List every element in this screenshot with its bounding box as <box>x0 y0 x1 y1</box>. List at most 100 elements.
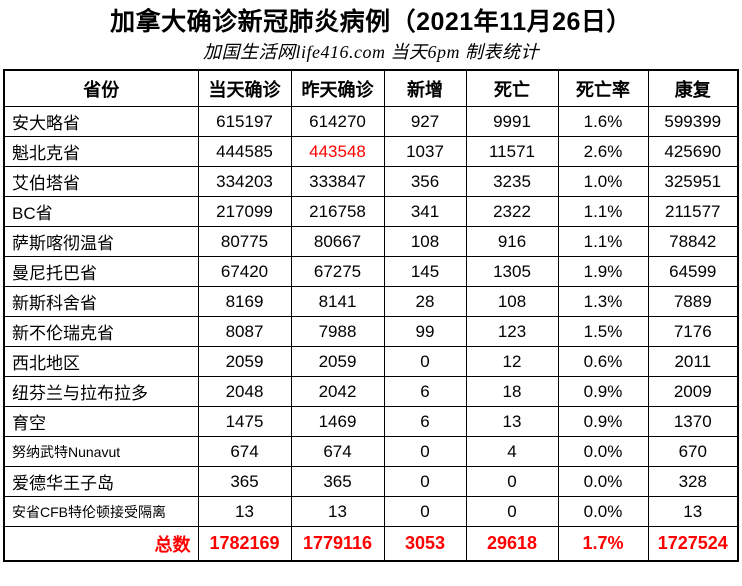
value-cell: 356 <box>383 166 467 197</box>
value-cell: 670 <box>647 436 739 467</box>
value-cell: 0 <box>465 496 559 527</box>
province-name-cell: 努纳武特Nunavut <box>3 436 199 467</box>
value-cell: 0 <box>383 436 467 467</box>
total-label-cell: 总数 <box>3 526 199 562</box>
column-header-3: 新增 <box>383 69 467 107</box>
province-name-cell: 安大略省 <box>3 106 199 137</box>
value-cell: 7176 <box>647 316 739 347</box>
value-cell: 1037 <box>383 136 467 167</box>
value-cell: 341 <box>383 196 467 227</box>
value-cell: 13 <box>647 496 739 527</box>
value-cell: 916 <box>465 226 559 257</box>
table-row-7: 新不伦瑞克省 8087 7988 99 123 1.5% 7176 <box>3 316 739 347</box>
total-value-cell: 1727524 <box>647 526 739 562</box>
province-name-cell: 纽芬兰与拉布拉多 <box>3 376 199 407</box>
table-header-row: 省份 当天确诊 昨天确诊 新增 死亡 死亡率 康复 <box>3 69 739 107</box>
province-name-cell: 新不伦瑞克省 <box>3 316 199 347</box>
total-value-cell: 29618 <box>465 526 559 562</box>
value-cell: 7889 <box>647 286 739 317</box>
table-row-10: 育空 1475 1469 6 13 0.9% 1370 <box>3 406 739 437</box>
value-cell: 0 <box>465 466 559 497</box>
value-cell: 216758 <box>290 196 385 227</box>
value-cell: 325951 <box>647 166 739 197</box>
total-value-cell: 3053 <box>383 526 467 562</box>
value-cell: 13 <box>290 496 385 527</box>
value-cell: 674 <box>290 436 385 467</box>
value-cell: 2.6% <box>557 136 649 167</box>
table-row-1: 魁北克省 444585 443548 1037 11571 2.6% 425690 <box>3 136 739 167</box>
value-cell: 11571 <box>465 136 559 167</box>
value-cell: 9991 <box>465 106 559 137</box>
value-cell: 0 <box>383 496 467 527</box>
value-cell: 0.0% <box>557 496 649 527</box>
value-cell: 13 <box>197 496 292 527</box>
value-cell: 80775 <box>197 226 292 257</box>
value-cell: 444585 <box>197 136 292 167</box>
value-cell: 0.0% <box>557 466 649 497</box>
value-cell: 145 <box>383 256 467 287</box>
value-cell: 1.0% <box>557 166 649 197</box>
value-cell: 927 <box>383 106 467 137</box>
table-row-2: 艾伯塔省 334203 333847 356 3235 1.0% 325951 <box>3 166 739 197</box>
total-value-cell: 1779116 <box>290 526 385 562</box>
value-cell: 0.9% <box>557 376 649 407</box>
covid-stats-page: 加拿大确诊新冠肺炎病例（2021年11月26日） 加国生活网life416.co… <box>0 6 742 562</box>
table-row-13: 安省CFB特伦顿接受隔离 13 13 0 0 0.0% 13 <box>3 496 739 527</box>
province-name-cell: 艾伯塔省 <box>3 166 199 197</box>
table-row-0: 安大略省 615197 614270 927 9991 1.6% 599399 <box>3 106 739 137</box>
value-cell: 67420 <box>197 256 292 287</box>
province-name-cell: 萨斯喀彻温省 <box>3 226 199 257</box>
province-name-cell: BC省 <box>3 196 199 227</box>
value-cell: 1469 <box>290 406 385 437</box>
value-cell: 1.1% <box>557 226 649 257</box>
value-cell: 4 <box>465 436 559 467</box>
column-header-5: 死亡率 <box>557 69 649 107</box>
value-cell: 1305 <box>465 256 559 287</box>
table-row-5: 曼尼托巴省 67420 67275 145 1305 1.9% 64599 <box>3 256 739 287</box>
covid-province-table: 省份 当天确诊 昨天确诊 新增 死亡 死亡率 康复 安大略省 615197 614270 927 9… <box>3 69 739 562</box>
value-cell: 78842 <box>647 226 739 257</box>
value-cell: 3235 <box>465 166 559 197</box>
total-value-cell: 1.7% <box>557 526 649 562</box>
table-row-4: 萨斯喀彻温省 80775 80667 108 916 1.1% 78842 <box>3 226 739 257</box>
value-cell: 2059 <box>197 346 292 377</box>
province-name-cell: 西北地区 <box>3 346 199 377</box>
value-cell: 123 <box>465 316 559 347</box>
value-cell: 425690 <box>647 136 739 167</box>
province-name-cell: 安省CFB特伦顿接受隔离 <box>3 496 199 527</box>
value-cell: 108 <box>383 226 467 257</box>
value-cell: 211577 <box>647 196 739 227</box>
value-cell: 2059 <box>290 346 385 377</box>
value-cell: 0.0% <box>557 436 649 467</box>
value-cell: 8141 <box>290 286 385 317</box>
value-cell: 1.1% <box>557 196 649 227</box>
total-value-cell: 1782169 <box>197 526 292 562</box>
value-cell: 28 <box>383 286 467 317</box>
value-cell: 13 <box>465 406 559 437</box>
value-cell: 0.6% <box>557 346 649 377</box>
province-name-cell: 魁北克省 <box>3 136 199 167</box>
column-header-4: 死亡 <box>465 69 559 107</box>
value-cell: 443548 <box>290 136 385 167</box>
value-cell: 7988 <box>290 316 385 347</box>
value-cell: 67275 <box>290 256 385 287</box>
value-cell: 365 <box>290 466 385 497</box>
value-cell: 0 <box>383 346 467 377</box>
value-cell: 674 <box>197 436 292 467</box>
column-header-0: 省份 <box>3 69 199 107</box>
value-cell: 615197 <box>197 106 292 137</box>
value-cell: 108 <box>465 286 559 317</box>
page-subtitle: 加国生活网life416.com 当天6pm 制表统计 <box>203 42 539 62</box>
value-cell: 12 <box>465 346 559 377</box>
value-cell: 18 <box>465 376 559 407</box>
value-cell: 217099 <box>197 196 292 227</box>
value-cell: 614270 <box>290 106 385 137</box>
value-cell: 2322 <box>465 196 559 227</box>
value-cell: 1.3% <box>557 286 649 317</box>
value-cell: 0 <box>383 466 467 497</box>
value-cell: 99 <box>383 316 467 347</box>
value-cell: 2009 <box>647 376 739 407</box>
value-cell: 2042 <box>290 376 385 407</box>
value-cell: 334203 <box>197 166 292 197</box>
province-name-cell: 爱德华王子岛 <box>3 466 199 497</box>
